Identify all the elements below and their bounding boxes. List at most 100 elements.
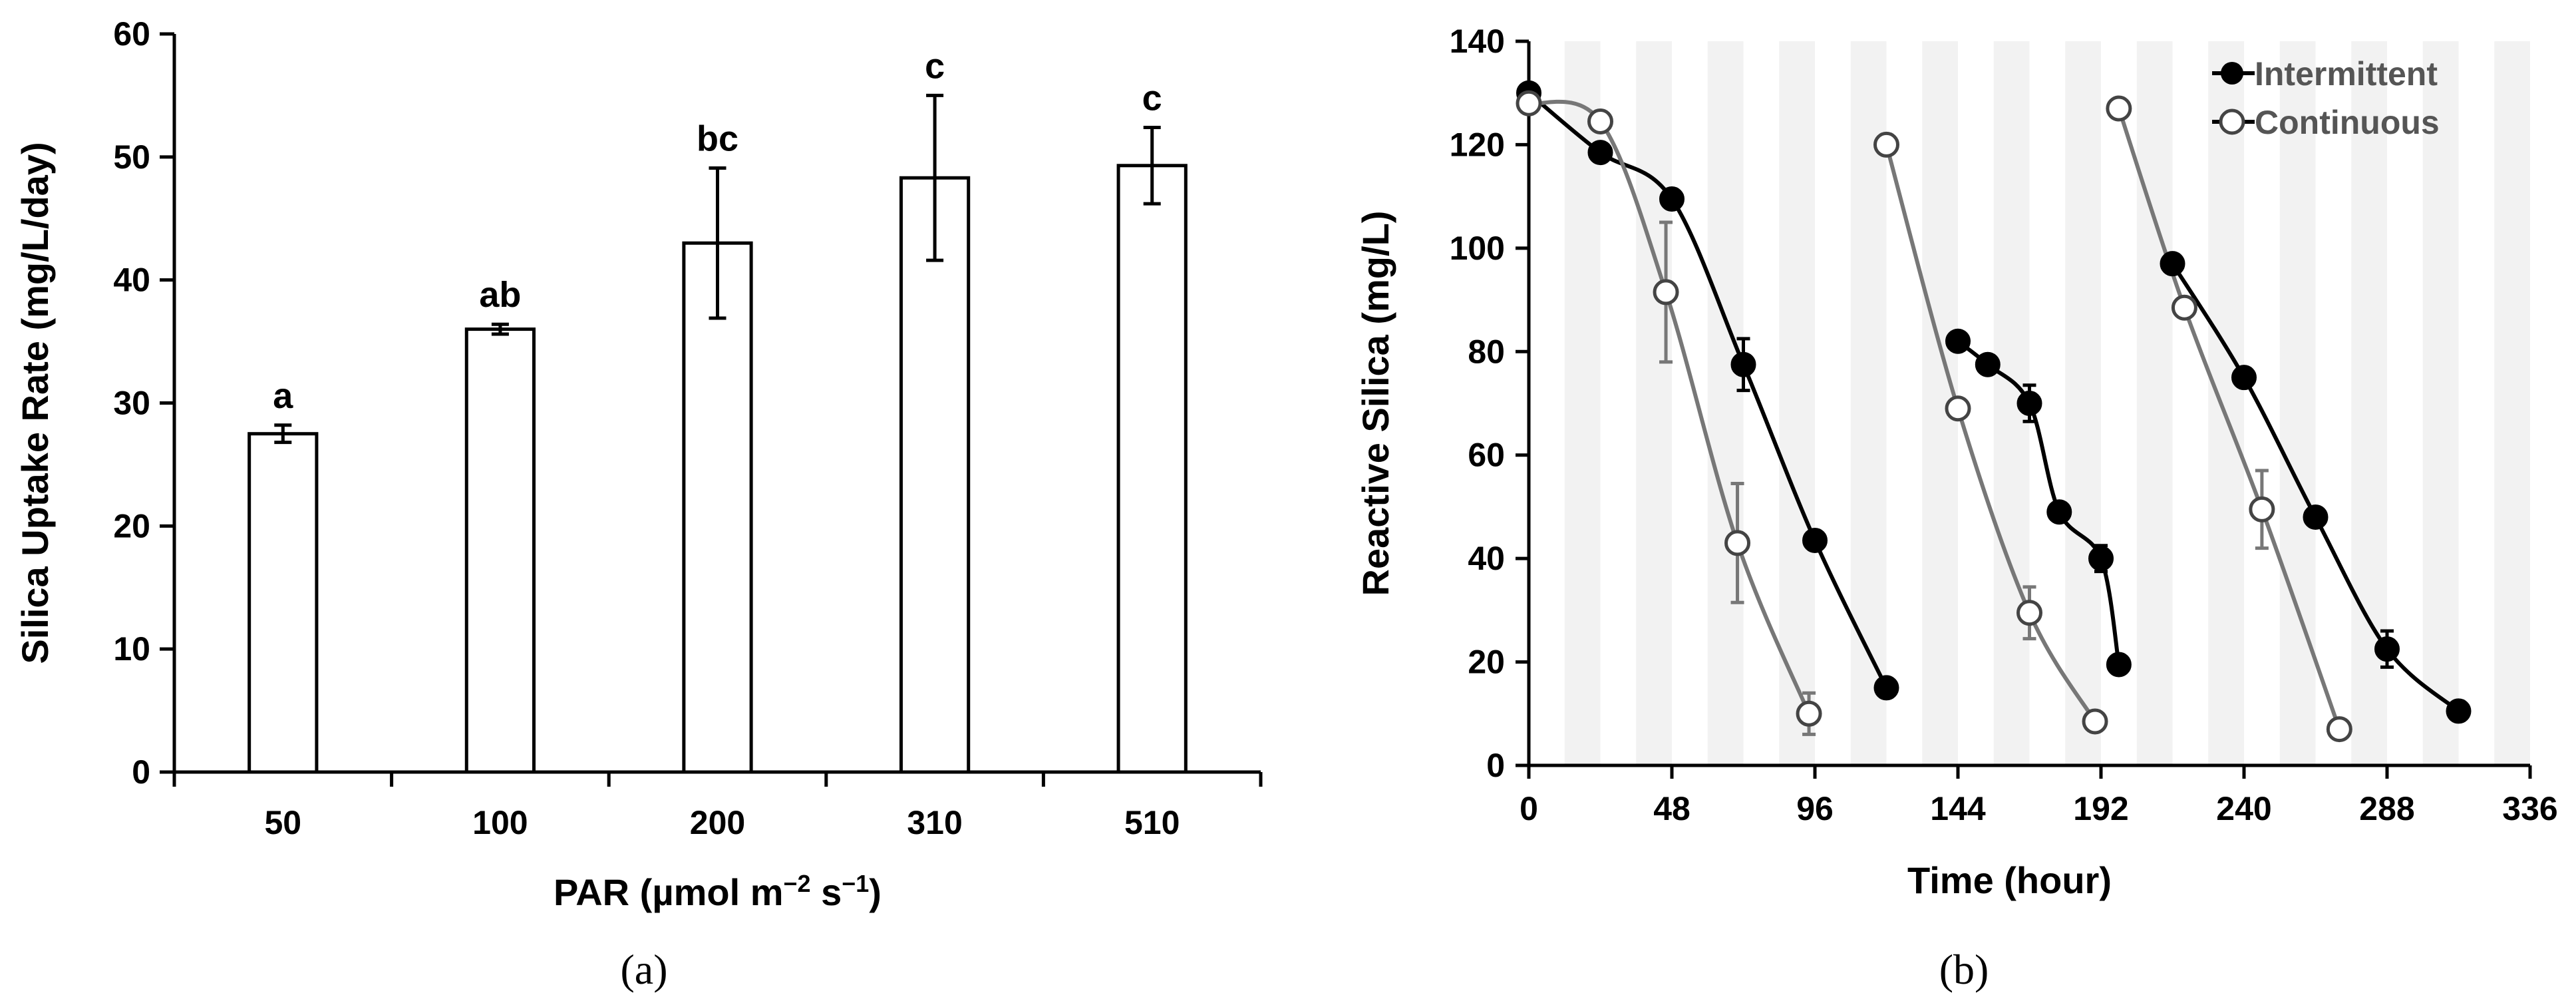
y-axis-title: Reactive Silica (mg/L) xyxy=(1355,211,1396,596)
data-point-intermittent xyxy=(1659,186,1685,212)
data-point-continuous xyxy=(1796,700,1822,727)
data-point-intermittent xyxy=(1802,527,1828,553)
y-tick-label: 0 xyxy=(132,753,150,791)
data-point-continuous xyxy=(2016,600,2042,626)
legend-marker xyxy=(2221,62,2243,85)
x-tick-label: 192 xyxy=(2073,790,2128,827)
data-point-intermittent xyxy=(2231,365,2257,391)
y-tick-label: 40 xyxy=(1468,540,1505,577)
bar xyxy=(1116,164,1188,774)
dark-period-band xyxy=(2494,41,2530,765)
x-tick-label: 144 xyxy=(1930,790,1986,827)
significance-label: ab xyxy=(479,275,521,315)
error-bar xyxy=(1143,125,1161,206)
x-tick-label: 336 xyxy=(2502,790,2557,827)
significance-label: a xyxy=(273,376,293,416)
data-point-continuous xyxy=(2082,708,2108,735)
x-axis-title: PAR (µmol m−2 s−1) xyxy=(554,870,882,914)
y-tick-label: 120 xyxy=(1450,126,1505,163)
y-tick-label: 0 xyxy=(1486,747,1505,784)
markers-continuous xyxy=(1516,90,2352,743)
x-tick-label: 100 xyxy=(472,804,528,841)
data-point-continuous xyxy=(1516,90,1542,116)
data-point-intermittent xyxy=(2046,499,2072,525)
y-tick-label: 20 xyxy=(113,507,150,544)
data-point-continuous xyxy=(1945,395,1971,422)
dark-period-band xyxy=(2422,41,2459,765)
x-axis-title: Time (hour) xyxy=(1907,859,2112,901)
data-point-intermittent xyxy=(1587,140,1613,166)
error-bar xyxy=(709,166,726,320)
x-tick-label: 510 xyxy=(1124,804,1180,841)
dark-period-band xyxy=(2065,41,2101,765)
y-tick-label: 10 xyxy=(113,630,150,668)
data-point-intermittent xyxy=(1975,351,2001,377)
significance-label: c xyxy=(925,46,945,86)
x-tick-label: 96 xyxy=(1796,790,1834,827)
bar xyxy=(247,432,319,774)
bar xyxy=(682,241,753,774)
panel-label: (a) xyxy=(620,946,667,993)
y-tick-label: 60 xyxy=(113,15,150,53)
data-point-intermittent xyxy=(2446,698,2472,724)
dark-period-band xyxy=(2208,41,2244,765)
dark-period-band xyxy=(2279,41,2316,765)
bar xyxy=(464,327,536,774)
y-tick-label: 60 xyxy=(1468,437,1505,474)
data-point-intermittent xyxy=(1873,675,1899,701)
legend: Intermittent Continuous xyxy=(2212,55,2440,141)
x-tick-label: 200 xyxy=(690,804,745,841)
panel-b-line-chart: 0 20 40 60 80 100 120 140 0 48 96 144 192 240 288 336 In… xyxy=(1355,23,2558,993)
data-point-intermittent xyxy=(1730,351,1756,377)
dark-period-band xyxy=(1636,41,1672,765)
y-tick-label: 50 xyxy=(113,138,150,176)
data-point-intermittent xyxy=(2106,652,2132,678)
data-point-intermittent xyxy=(1945,328,1971,354)
series-line xyxy=(2117,108,2342,730)
y-tick-label: 40 xyxy=(113,262,150,299)
x-tick-label: 0 xyxy=(1520,790,1538,827)
series-line xyxy=(1884,144,2097,723)
error-bar xyxy=(491,322,509,336)
x-tick-label: 50 xyxy=(264,804,301,841)
data-point-continuous xyxy=(1873,131,1899,158)
y-tick-label: 100 xyxy=(1450,230,1505,267)
data-point-continuous xyxy=(1587,108,1613,134)
x-tick-label: 48 xyxy=(1653,790,1690,827)
legend-label: Intermittent xyxy=(2255,55,2438,93)
data-point-intermittent xyxy=(2160,251,2185,277)
y-tick-label: 30 xyxy=(113,385,150,422)
data-point-intermittent xyxy=(2374,636,2400,662)
y-tick-label: 140 xyxy=(1450,23,1505,60)
significance-label: c xyxy=(1142,78,1162,118)
panel-a-bar-chart: 0 10 20 30 40 50 60 a 50 ab 100 bc 200 c 310 c 510 Silica… xyxy=(14,15,1263,993)
y-tick-label: 80 xyxy=(1468,333,1505,370)
x-tick-label: 288 xyxy=(2359,790,2414,827)
markers-intermittent xyxy=(1516,80,2472,724)
legend-label: Continuous xyxy=(2255,104,2440,141)
error-bar xyxy=(926,93,944,262)
data-point-continuous xyxy=(2106,95,2132,122)
data-point-continuous xyxy=(1653,279,1679,305)
dark-period-band xyxy=(1707,41,1744,765)
error-bar xyxy=(274,423,292,445)
significance-label: bc xyxy=(697,118,738,158)
dark-period-band xyxy=(1850,41,1887,765)
y-tick-label: 20 xyxy=(1468,644,1505,681)
bar xyxy=(899,176,971,774)
data-point-intermittent xyxy=(2016,391,2042,416)
data-point-intermittent xyxy=(2303,504,2329,530)
y-axis-title: Silica Uptake Rate (mg/L/day) xyxy=(14,142,56,664)
dark-period-band xyxy=(1779,41,1815,765)
legend-marker xyxy=(2219,108,2245,135)
x-tick-label: 310 xyxy=(907,804,962,841)
dark-period-band xyxy=(2136,41,2173,765)
x-tick-label: 240 xyxy=(2216,790,2271,827)
data-point-continuous xyxy=(2326,716,2352,743)
data-point-continuous xyxy=(1724,530,1751,556)
panel-label: (b) xyxy=(1939,946,1989,993)
data-point-continuous xyxy=(2171,294,2197,321)
data-point-continuous xyxy=(2249,496,2275,522)
data-point-intermittent xyxy=(2088,546,2114,572)
